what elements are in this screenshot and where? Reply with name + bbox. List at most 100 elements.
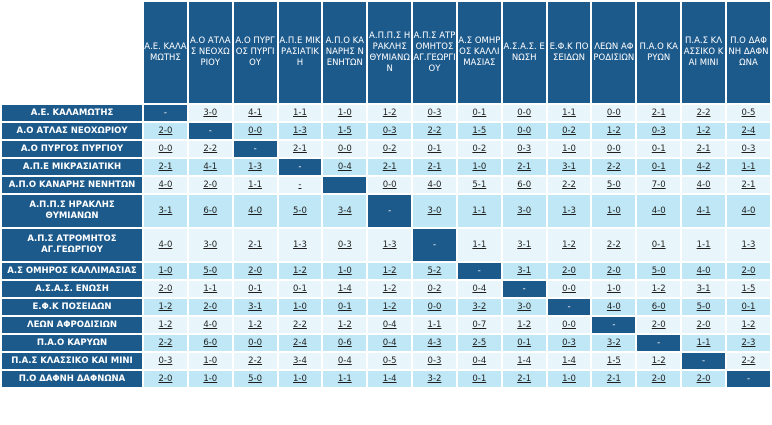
result-link[interactable]: 4-0 [726, 195, 770, 227]
result-link[interactable]: 0-0 [502, 105, 546, 121]
result-link[interactable]: 5-0 [278, 195, 322, 227]
result-link[interactable]: 3-0 [188, 105, 232, 121]
result-link[interactable]: 6-0 [502, 177, 546, 193]
result-link[interactable]: 3-1 [144, 195, 187, 227]
result-link[interactable]: 2-0 [637, 371, 681, 387]
result-link[interactable]: 0-1 [323, 299, 367, 315]
result-link[interactable]: 1-0 [188, 371, 232, 387]
result-link[interactable]: 3-0 [502, 299, 546, 315]
result-link[interactable]: 1-2 [502, 317, 546, 333]
result-link[interactable]: 0-1 [637, 229, 681, 261]
result-link[interactable]: 4-1 [682, 195, 725, 227]
result-link[interactable]: 0-4 [323, 159, 367, 175]
result-link[interactable]: 1-4 [547, 353, 591, 369]
result-link[interactable]: 1-1 [457, 229, 501, 261]
result-link[interactable]: 0-2 [368, 141, 412, 157]
result-link[interactable]: 4-0 [188, 317, 232, 333]
result-link[interactable]: 0-7 [457, 317, 501, 333]
result-link[interactable]: 1-0 [188, 353, 232, 369]
result-link[interactable]: 2-4 [278, 335, 322, 351]
result-link[interactable]: 0-2 [547, 123, 591, 139]
result-link[interactable]: 0-2 [413, 281, 456, 297]
result-link[interactable]: 2-0 [682, 371, 725, 387]
result-link[interactable]: 3-4 [323, 195, 367, 227]
result-link[interactable]: 1-3 [368, 229, 412, 261]
result-link[interactable]: 1-1 [457, 195, 501, 227]
result-link[interactable]: 0-3 [413, 105, 456, 121]
result-link[interactable]: 0-4 [457, 353, 501, 369]
result-link[interactable]: 2-3 [726, 335, 770, 351]
result-link[interactable]: 1-0 [592, 281, 636, 297]
result-link[interactable]: 2-2 [188, 141, 232, 157]
result-link[interactable]: 3-1 [682, 281, 725, 297]
result-link[interactable]: 1-0 [278, 371, 322, 387]
result-link[interactable]: 1-0 [592, 195, 636, 227]
result-link[interactable]: 1-2 [144, 299, 187, 315]
result-link[interactable]: 1-1 [726, 159, 770, 175]
result-link[interactable]: 2-1 [592, 371, 636, 387]
result-link[interactable]: 3-1 [502, 263, 546, 279]
result-link[interactable]: 0-5 [726, 105, 770, 121]
result-link[interactable]: 0-3 [547, 335, 591, 351]
result-link[interactable]: 1-5 [592, 353, 636, 369]
result-link[interactable]: 0-1 [233, 281, 277, 297]
result-link[interactable]: 1-2 [368, 299, 412, 315]
result-link[interactable]: 0-0 [233, 123, 277, 139]
result-link[interactable]: 2-1 [368, 159, 412, 175]
result-link[interactable]: 0-2 [457, 141, 501, 157]
result-link[interactable]: 2-0 [682, 317, 725, 333]
result-link[interactable]: 0-4 [323, 353, 367, 369]
result-link[interactable]: 3-2 [413, 371, 456, 387]
result-link[interactable]: 4-1 [188, 159, 232, 175]
result-link[interactable]: 4-1 [233, 105, 277, 121]
result-link[interactable]: 2-2 [682, 105, 725, 121]
result-link[interactable]: 4-2 [682, 159, 725, 175]
result-link[interactable]: 6-0 [188, 335, 232, 351]
result-link[interactable]: 0-1 [637, 141, 681, 157]
result-link[interactable]: 1-0 [323, 263, 367, 279]
result-link[interactable]: 0-0 [547, 281, 591, 297]
result-link[interactable]: 1-3 [233, 159, 277, 175]
result-link[interactable]: 1-1 [278, 105, 322, 121]
result-link[interactable]: 1-2 [637, 281, 681, 297]
result-link[interactable]: 2-1 [502, 159, 546, 175]
result-link[interactable]: 0-4 [368, 317, 412, 333]
result-link[interactable]: 4-0 [592, 299, 636, 315]
result-link[interactable]: 4-0 [413, 177, 456, 193]
result-link[interactable]: 5-2 [413, 263, 456, 279]
result-link[interactable]: 1-2 [637, 353, 681, 369]
result-link[interactable]: 1-2 [592, 123, 636, 139]
result-link[interactable]: 2-1 [144, 159, 187, 175]
result-link[interactable]: 1-4 [502, 353, 546, 369]
result-link[interactable]: 1-2 [547, 229, 591, 261]
result-link[interactable]: 1-1 [233, 177, 277, 193]
result-link[interactable]: 1-2 [682, 123, 725, 139]
result-link[interactable]: 1-3 [547, 195, 591, 227]
result-link[interactable]: 1-3 [278, 123, 322, 139]
result-link[interactable]: 3-2 [592, 335, 636, 351]
result-link[interactable]: 0-0 [413, 299, 456, 315]
result-link[interactable]: 2-4 [726, 123, 770, 139]
result-link[interactable]: 0-0 [502, 123, 546, 139]
result-link[interactable]: 1-2 [368, 105, 412, 121]
result-link[interactable]: 0-1 [502, 335, 546, 351]
result-link[interactable]: 2-2 [278, 317, 322, 333]
result-link[interactable]: 2-2 [726, 353, 770, 369]
result-link[interactable]: 2-0 [188, 299, 232, 315]
result-link[interactable]: 1-2 [323, 317, 367, 333]
result-link[interactable]: 0-5 [368, 353, 412, 369]
result-link[interactable]: 2-0 [637, 317, 681, 333]
result-link[interactable]: 4-0 [144, 177, 187, 193]
result-link[interactable]: 0-3 [637, 123, 681, 139]
result-link[interactable]: 0-0 [233, 335, 277, 351]
result-link[interactable]: 1-0 [547, 141, 591, 157]
result-link[interactable]: 0-3 [323, 229, 367, 261]
result-link[interactable]: 2-0 [144, 371, 187, 387]
result-link[interactable]: 3-0 [188, 229, 232, 261]
result-link[interactable]: 2-1 [637, 105, 681, 121]
result-link[interactable]: 6-0 [188, 195, 232, 227]
result-link[interactable]: 3-1 [502, 229, 546, 261]
result-link[interactable]: 2-0 [233, 263, 277, 279]
result-link[interactable]: 1-2 [233, 317, 277, 333]
result-link[interactable]: 2-0 [144, 281, 187, 297]
